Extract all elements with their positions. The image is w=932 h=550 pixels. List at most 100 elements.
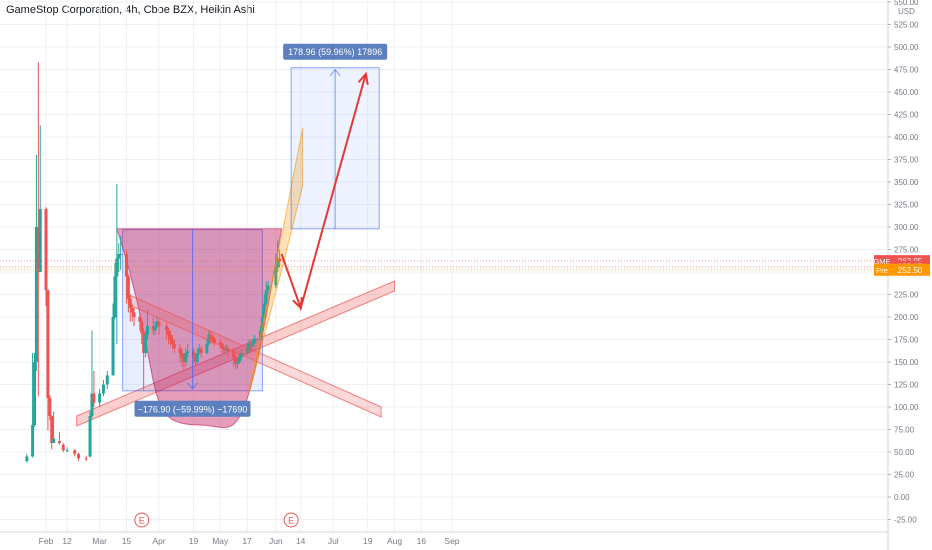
- candle-body: [234, 357, 238, 364]
- candle: [33, 353, 37, 427]
- candle: [50, 415, 54, 450]
- candle-body: [144, 335, 148, 353]
- candle: [180, 348, 184, 367]
- candle: [138, 312, 142, 331]
- candle: [111, 303, 115, 376]
- candle: [213, 336, 217, 346]
- x-tick-label: 19: [189, 536, 199, 546]
- projected-path-arrowhead: [292, 296, 303, 311]
- candle-body: [253, 338, 257, 343]
- candle: [88, 411, 92, 458]
- candle-body: [226, 348, 230, 352]
- up-measure-label-bg: [283, 43, 388, 60]
- y-tick-label: 75.00: [894, 426, 915, 435]
- candle-body: [222, 348, 226, 351]
- candle-body: [98, 393, 102, 403]
- candle: [44, 207, 48, 307]
- candle-body: [124, 254, 128, 277]
- candle: [207, 330, 211, 346]
- candle-body: [193, 357, 197, 362]
- candle: [253, 335, 257, 344]
- candle: [132, 308, 136, 326]
- candle-body: [65, 450, 69, 452]
- up-measure-arrowhead: [329, 68, 341, 77]
- x-tick-label: 12: [62, 536, 72, 546]
- candle-body: [61, 444, 65, 451]
- candle-body: [205, 344, 209, 353]
- down-measure-label-bg: [134, 400, 251, 417]
- candle: [236, 357, 239, 369]
- candle-body: [237, 357, 241, 362]
- earnings-marker: [134, 512, 150, 528]
- projected-path-arrowhead: [357, 71, 369, 86]
- x-tick-label: Mar: [92, 536, 107, 546]
- candle: [119, 236, 123, 271]
- breakout-channel: [248, 127, 304, 394]
- candle-body: [142, 333, 146, 353]
- candle-body: [165, 326, 169, 331]
- candle: [124, 249, 128, 304]
- x-tick-label: 17: [242, 536, 252, 546]
- candle-body: [128, 299, 132, 308]
- candle: [65, 447, 69, 452]
- price-tag-bg: [874, 263, 890, 276]
- candle: [117, 243, 121, 272]
- candle: [113, 263, 117, 319]
- candle-body: [52, 438, 56, 443]
- candle-body: [77, 453, 81, 459]
- candle: [52, 411, 56, 443]
- x-tick-label: Jun: [269, 536, 283, 546]
- candle: [199, 345, 203, 358]
- earnings-marker-label: E: [139, 516, 145, 526]
- x-tick-label: Feb: [39, 536, 54, 546]
- y-tick-label: 25.00: [894, 471, 915, 480]
- candle: [46, 290, 50, 431]
- y-tick-label: 350.00: [894, 178, 919, 187]
- candle-body: [140, 321, 144, 334]
- candle: [218, 339, 222, 349]
- y-tick-label: 475.00: [894, 66, 919, 75]
- candle-body: [180, 353, 184, 358]
- candle-body: [117, 254, 121, 259]
- candle-body: [111, 317, 115, 376]
- candle: [184, 348, 188, 367]
- candle: [92, 371, 96, 407]
- y-tick-label: 150.00: [894, 358, 919, 367]
- candle-body: [236, 362, 239, 364]
- downtrend-channel: [127, 293, 382, 418]
- candle-body: [36, 227, 40, 272]
- candle-body: [84, 458, 88, 460]
- candle: [140, 318, 144, 344]
- y-tick-label: 50.00: [894, 448, 915, 457]
- candle-body: [38, 209, 42, 272]
- candle: [145, 309, 149, 340]
- candle-body: [101, 384, 105, 394]
- candle: [98, 389, 102, 407]
- y-tick-label: 275.00: [894, 246, 919, 255]
- candle-body: [153, 326, 157, 331]
- y-tick-label: 550.00: [894, 0, 919, 7]
- candle-body: [218, 342, 222, 344]
- y-tick-label: 425.00: [894, 111, 919, 120]
- candle-body: [172, 344, 176, 349]
- candle-body: [34, 227, 38, 362]
- candle-body: [207, 335, 211, 344]
- candle-body: [264, 290, 268, 304]
- x-tick-label: Aug: [387, 536, 402, 546]
- up-measure-label: 178.96 (59.96%) 17896: [288, 47, 382, 57]
- x-tick-label: 15: [122, 536, 132, 546]
- currency-label: USD: [898, 7, 915, 16]
- candle: [144, 330, 148, 358]
- x-tick-label: May: [212, 536, 229, 546]
- candle: [251, 338, 255, 348]
- candle-body: [262, 303, 266, 317]
- y-tick-label: 300.00: [894, 223, 919, 232]
- candle-body: [195, 353, 199, 362]
- candle: [101, 380, 105, 397]
- candle-body: [57, 441, 61, 443]
- candle-body: [155, 321, 159, 326]
- candle: [232, 350, 236, 367]
- candle-body: [245, 348, 249, 353]
- candle: [105, 371, 109, 389]
